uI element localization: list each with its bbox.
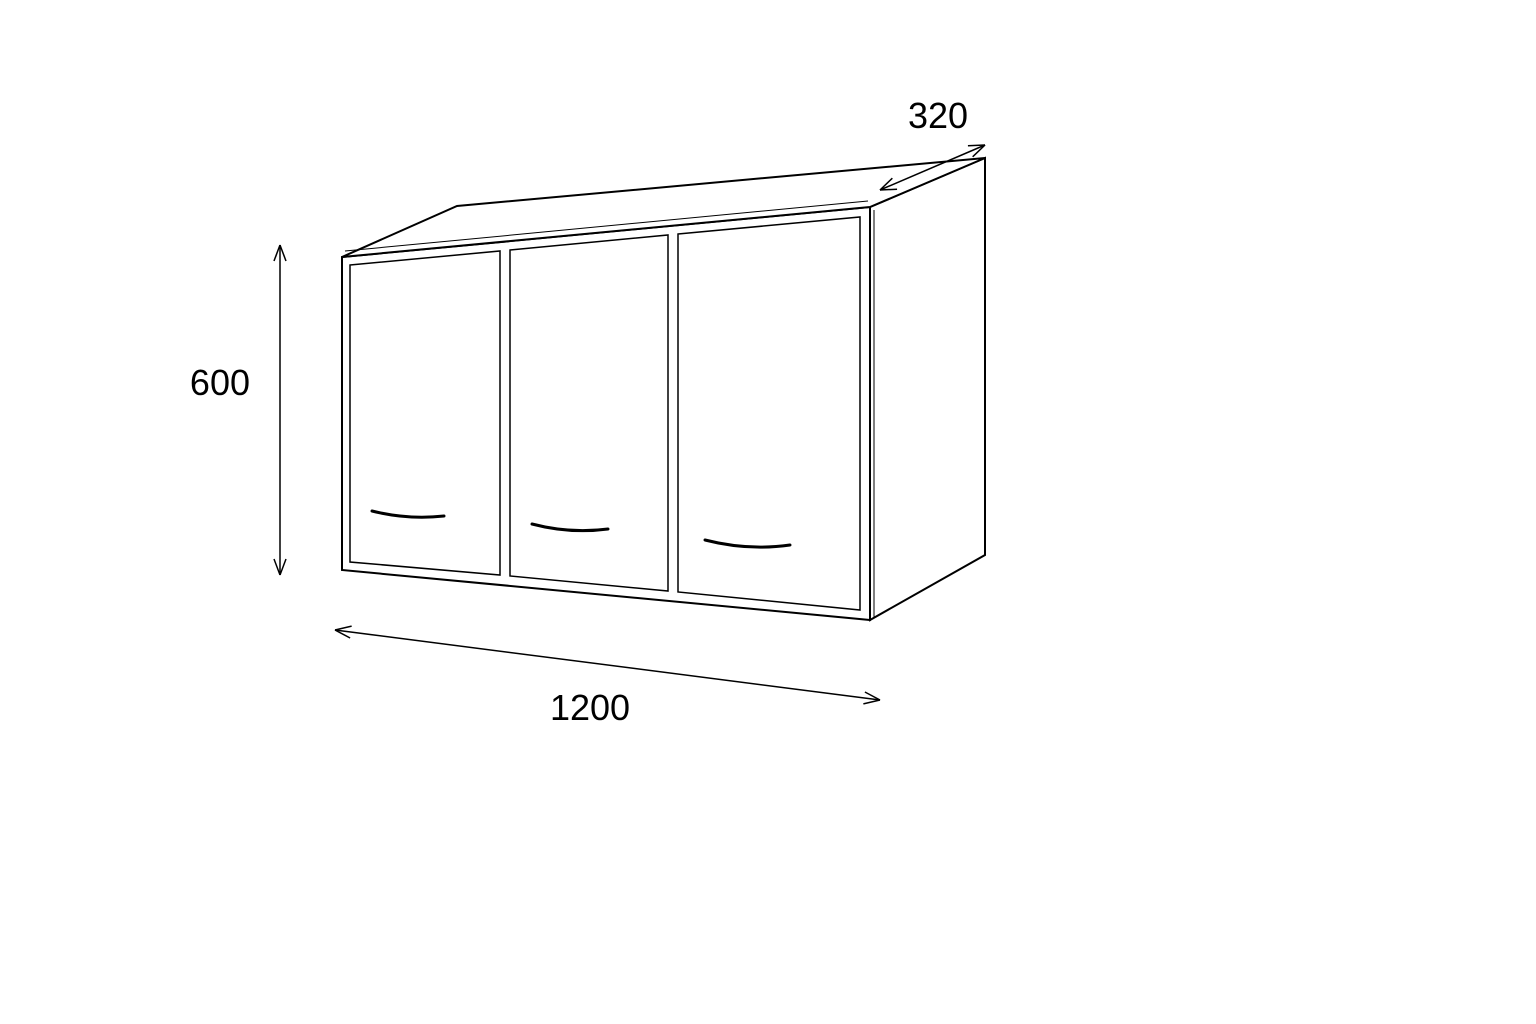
dimension-label: 600	[190, 362, 250, 403]
cabinet-door	[678, 217, 860, 610]
dimension-label: 1200	[550, 687, 630, 728]
cabinet-dimension-diagram: 600 1200 320	[0, 0, 1536, 1024]
dimension-label: 320	[908, 95, 968, 136]
cabinet	[342, 158, 985, 620]
cabinet-door	[510, 235, 668, 591]
cabinet-door	[350, 251, 500, 575]
